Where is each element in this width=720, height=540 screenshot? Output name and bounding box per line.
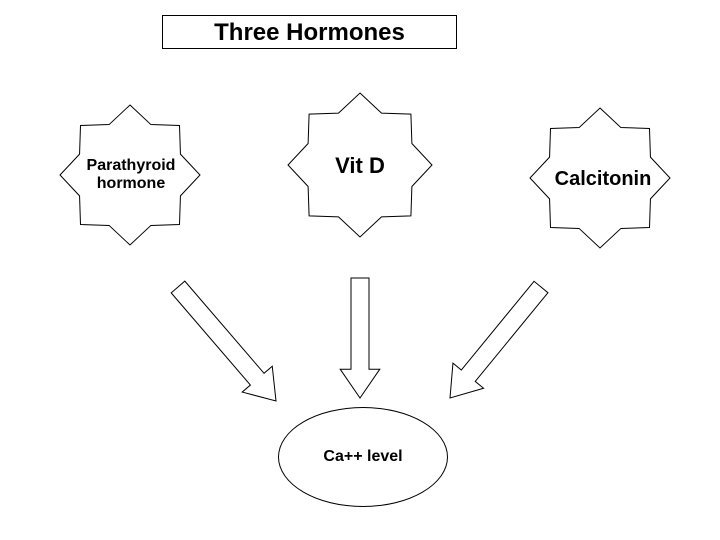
label-vitd: Vit D	[310, 153, 410, 179]
title-text: Three Hormones	[214, 19, 405, 46]
ellipse-calevel: Ca++ level	[278, 407, 448, 507]
label-calevel: Ca++ level	[323, 448, 402, 466]
label-calcitonin: Calcitonin	[548, 168, 658, 191]
title-box: Three Hormones	[162, 15, 457, 49]
label-parathyroid: Parathyroidhormone	[76, 157, 186, 193]
